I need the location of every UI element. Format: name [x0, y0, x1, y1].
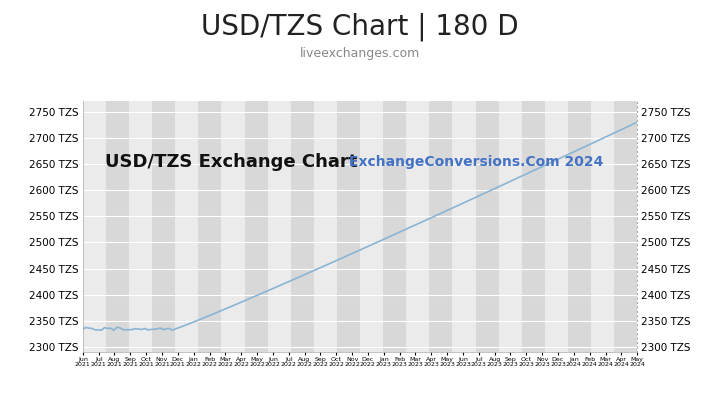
Bar — [222, 101, 245, 352]
Bar — [83, 101, 106, 352]
Bar — [175, 101, 198, 352]
Bar — [499, 101, 522, 352]
Bar — [314, 101, 337, 352]
Bar — [406, 101, 429, 352]
Bar — [591, 101, 614, 352]
Text: liveexchanges.com: liveexchanges.com — [300, 47, 420, 60]
Text: USD/TZS Exchange Chart: USD/TZS Exchange Chart — [105, 153, 357, 171]
Bar — [129, 101, 152, 352]
Text: ExchangeConversions.Com 2024: ExchangeConversions.Com 2024 — [349, 155, 603, 168]
Bar — [452, 101, 475, 352]
Bar — [268, 101, 291, 352]
Bar — [545, 101, 568, 352]
Bar — [360, 101, 383, 352]
Text: USD/TZS Chart | 180 D: USD/TZS Chart | 180 D — [201, 12, 519, 40]
